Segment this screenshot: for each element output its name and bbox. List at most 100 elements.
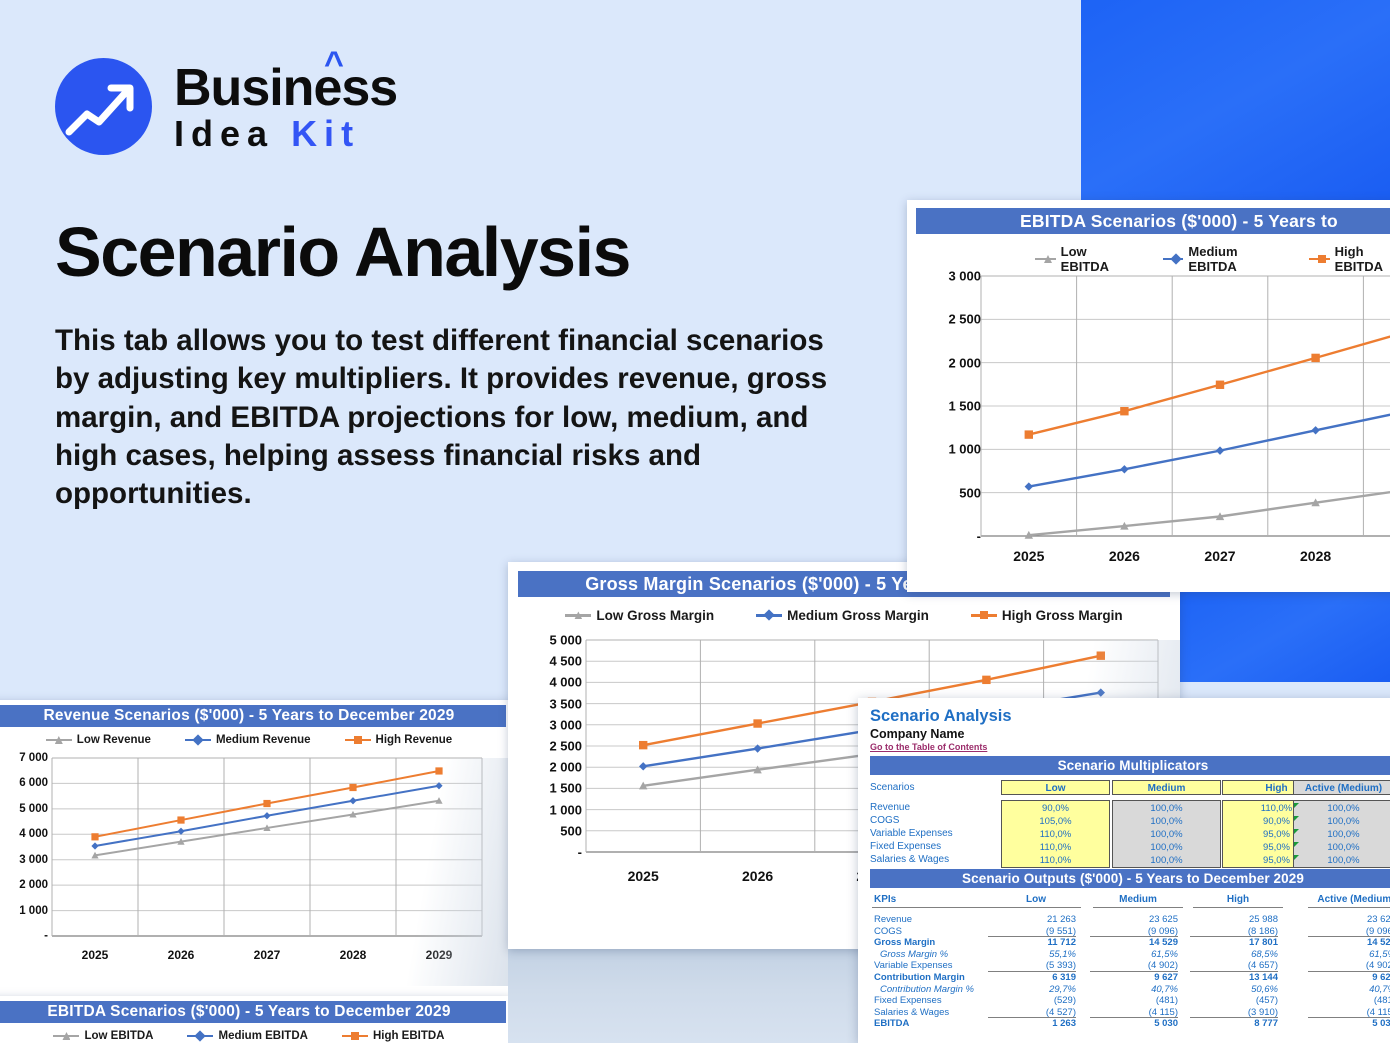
legend-label-high-revenue: High Revenue [375,734,453,746]
outputs-subtotal-rule [1090,970,1178,972]
legend-label-low-ebitda-bottom: Low EBITDA [84,1030,154,1042]
y-tick-label: 7 000 [19,752,48,764]
outputs-subtotal-rule [1190,1016,1278,1018]
y-tick-label: 1 500 [549,780,582,796]
multiplicators-input-group-medium[interactable] [1112,800,1221,868]
outputs-active-cell: 61,5% [1369,948,1390,960]
legend-marker-high-icon [1308,257,1330,261]
outputs-row-variable-expenses: Variable Expenses [874,960,953,972]
multiplicator-cell[interactable]: 95,0% [1263,855,1290,866]
multiplicator-cell[interactable]: 100,0% [1150,829,1183,840]
outputs-col-header-active: Active (Medium) [1317,894,1390,905]
decorative-blue-block-top [1081,0,1390,205]
outputs-subtotal-rule [988,970,1076,972]
legend-item-high-ebitda[interactable]: High EBITDA [1308,244,1390,274]
outputs-cell: (4 657) [1247,960,1278,972]
multiplicator-cell[interactable]: 100,0% [1150,855,1183,866]
y-tick-label: - [577,844,582,860]
y-tick-label: 3 500 [549,696,582,712]
outputs-subtotal-rule [1090,1016,1178,1018]
x-tick-label: 2026 [742,868,774,884]
multiplicator-cell[interactable]: 95,0% [1263,842,1290,853]
multiplicators-col-header-low: Low [1001,780,1110,795]
outputs-cell: (457) [1255,995,1278,1007]
chart-xaxis-revenue: 2025 2026 2027 2028 2029 [0,948,512,964]
multiplicators-input-group-low[interactable] [1001,800,1110,868]
legend-item-low-ebitda-bottom[interactable]: Low EBITDA [53,1030,153,1042]
sheet-company-name: Company Name [870,727,965,741]
active-flag-icon [1294,855,1299,860]
legend-label-high-gross-margin: High Gross Margin [1001,608,1123,623]
multiplicator-cell[interactable]: 90,0% [1263,816,1290,827]
active-flag-icon [1294,803,1299,808]
outputs-active-cell: 5 030 [1372,1018,1390,1030]
outputs-row-salaries-wages: Salaries & Wages [874,1006,950,1018]
multiplicator-cell[interactable]: 110,0% [1039,842,1072,853]
legend-item-medium-ebitda[interactable]: Medium EBITDA [1162,244,1269,274]
active-flag-icon [1294,816,1299,821]
outputs-subtotal-rule [1090,935,1178,937]
y-tick-label: 1 000 [549,802,582,818]
legend-item-low-ebitda[interactable]: Low EBITDA [1035,244,1123,274]
outputs-cell: (9 096) [1147,925,1178,937]
outputs-cell: 21 263 [1046,914,1076,925]
multiplicators-row-revenue: Revenue [870,802,911,813]
multiplicator-cell[interactable]: 90,0% [1042,803,1069,814]
multiplicator-cell[interactable]: 100,0% [1150,803,1183,814]
chart-legend-revenue: Low Revenue Medium Revenue High Revenue [0,734,512,746]
legend-item-medium-revenue[interactable]: Medium Revenue [184,734,311,746]
multiplicator-cell[interactable]: 110,0% [1039,855,1072,866]
outputs-row-gross-margin: Gross Margin [874,937,936,949]
legend-marker-high-icon [341,1034,368,1038]
chart-plot-ebitda [980,275,1390,539]
logo-growth-arrow-icon [55,58,152,155]
chart-title-ebitda-bottom: EBITDA Scenarios ($'000) - 5 Years to De… [0,1001,506,1023]
legend-marker-high-icon [970,614,997,617]
outputs-active-cell: 9 627 [1372,972,1390,983]
active-flag-icon [1294,842,1299,847]
outputs-row-fixed-expenses: Fixed Expenses [874,995,942,1007]
y-tick-label: 1 000 [948,441,981,457]
legend-item-high-ebitda-bottom[interactable]: High EBITDA [341,1030,445,1042]
outputs-row-gross-margin-: Gross Margin % [880,948,949,960]
multiplicator-cell[interactable]: 95,0% [1263,829,1290,840]
logo-business-text: Business [174,58,398,117]
page-title: Scenario Analysis [55,213,631,291]
legend-item-low-revenue[interactable]: Low Revenue [45,734,151,746]
chart-card-ebitda-bottom: EBITDA Scenarios ($'000) - 5 Years to De… [0,996,512,1043]
legend-item-medium-ebitda-bottom[interactable]: Medium EBITDA [187,1030,308,1042]
x-tick-label: 2027 [253,948,281,962]
legend-item-medium-gross-margin[interactable]: Medium Gross Margin [756,608,929,623]
outputs-cell: (481) [1155,995,1178,1007]
legend-item-high-gross-margin[interactable]: High Gross Margin [970,608,1123,623]
x-tick-label: 2025 [1013,548,1045,564]
outputs-active-cell: (9 096) [1365,925,1390,937]
legend-marker-medium-icon [756,614,783,617]
x-tick-label: 2025 [81,948,109,962]
multiplicator-cell[interactable]: 110,0% [1260,803,1293,814]
outputs-subtotal-rule [1308,970,1390,972]
table-of-contents-link[interactable]: Go to the Table of Contents [870,742,988,752]
legend-label-low-gross-margin: Low Gross Margin [596,608,715,623]
x-tick-label: 2028 [339,948,367,962]
x-tick-label: 2028 [1300,548,1332,564]
y-tick-label: 4 000 [549,674,582,690]
y-tick-label: 2 500 [948,311,981,327]
legend-label-medium-ebitda-bottom: Medium EBITDA [218,1030,308,1042]
chart-title-revenue: Revenue Scenarios ($'000) - 5 Years to D… [0,705,506,727]
outputs-subtotal-rule [1308,935,1390,937]
legend-item-low-gross-margin[interactable]: Low Gross Margin [565,608,714,623]
multiplicator-cell[interactable]: 105,0% [1039,816,1072,827]
multiplicator-cell[interactable]: 100,0% [1150,816,1183,827]
legend-marker-medium-icon [187,1034,214,1038]
multiplicator-active-cell: 100,0% [1327,842,1360,853]
outputs-header-rule [872,907,994,908]
outputs-cell: 25 988 [1248,914,1278,925]
multiplicator-cell[interactable]: 100,0% [1150,842,1183,853]
outputs-cell: 5 030 [1154,1018,1178,1030]
outputs-cell: (4 115) [1148,1006,1178,1018]
multiplicator-cell[interactable]: 110,0% [1039,829,1072,840]
legend-item-high-revenue[interactable]: High Revenue [344,734,453,746]
outputs-row-ebitda: EBITDA [874,1018,910,1030]
legend-label-high-ebitda: High EBITDA [1334,244,1384,274]
